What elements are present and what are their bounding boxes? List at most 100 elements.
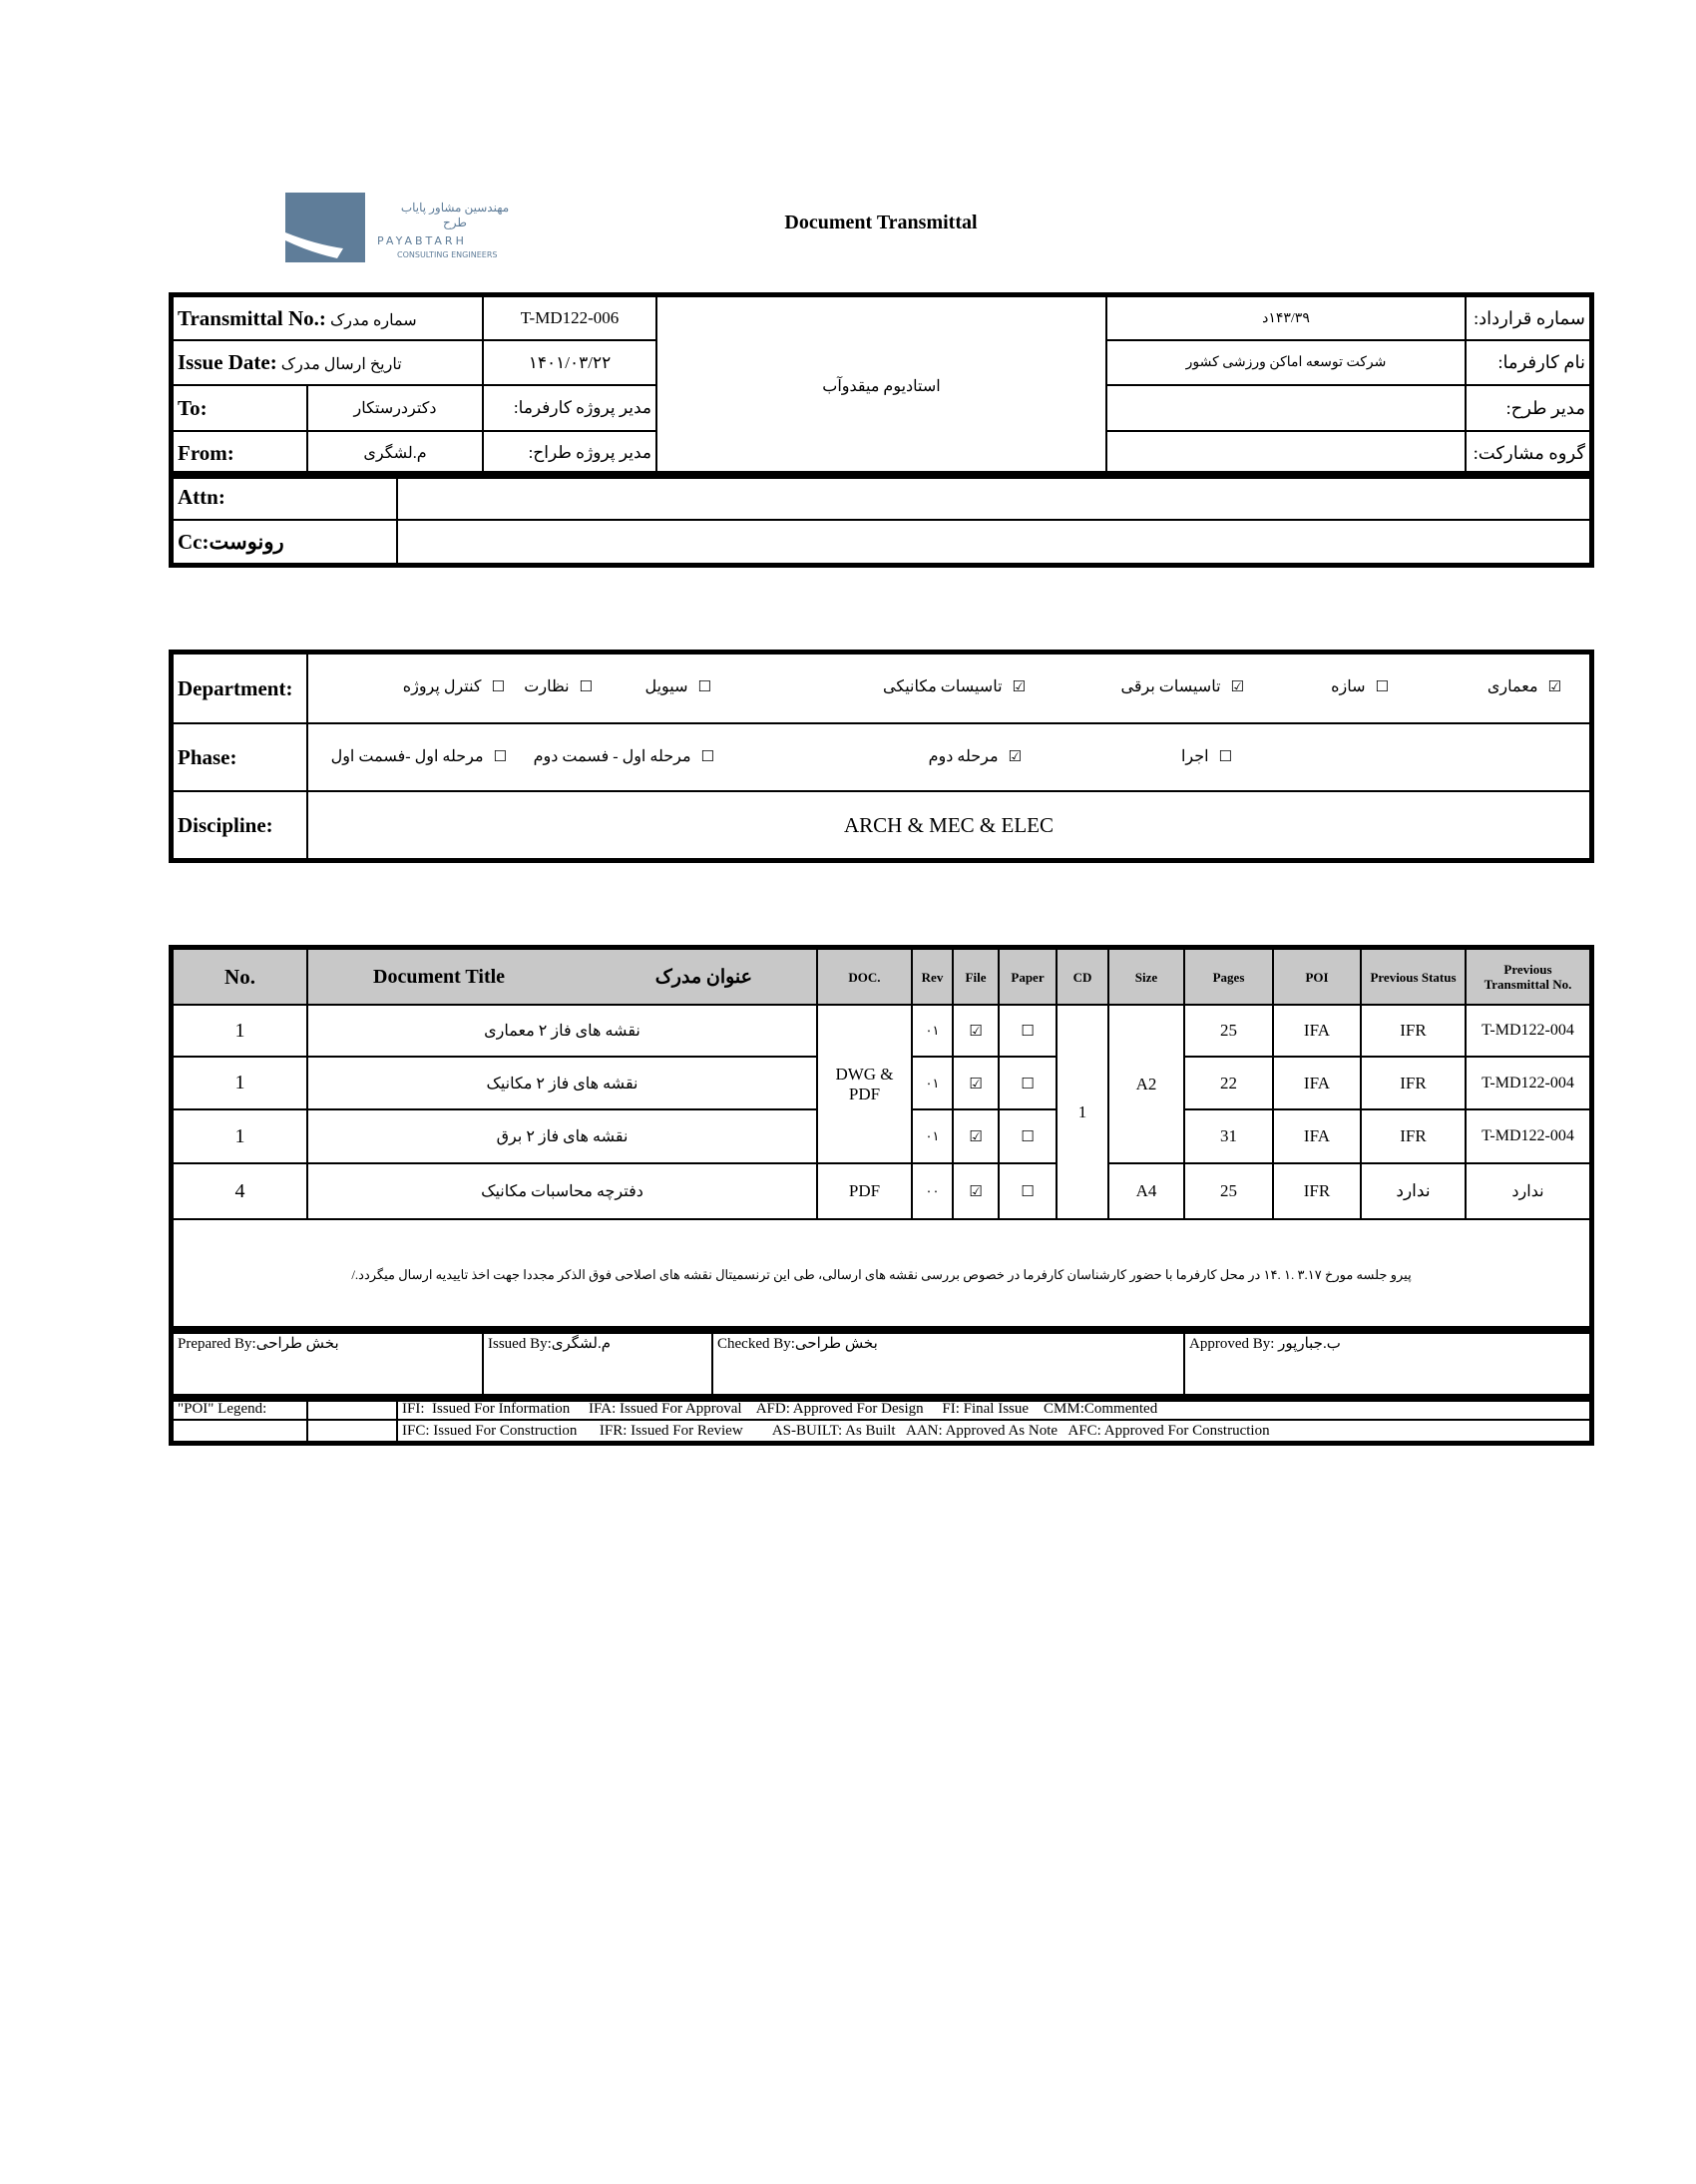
checkbox-icon[interactable]: ☐ [700,747,714,765]
file-checkbox-icon[interactable]: ☑ [952,1056,1000,1110]
logo-fa: مهندسین مشاور پایاب طرح [400,201,510,229]
documents-table: No. Document Title عنوان مدرک DOC. Rev Fi… [169,945,1594,1334]
paper-checkbox-icon[interactable]: ☐ [998,1004,1058,1058]
checkbox-icon[interactable]: ☐ [579,677,593,695]
row-cd: 1 [1056,1004,1109,1220]
attn-label: Attn: [172,474,398,521]
phase-option[interactable]: ☑ مرحله دوم [929,746,1022,766]
checkbox-checked-icon[interactable]: ☑ [1547,677,1561,695]
checkbox-icon[interactable]: ☐ [491,677,505,695]
logo-sub: CONSULTING ENGINEERS [397,250,498,259]
option-label: تاسیسات مکانیکی [883,678,1003,695]
row-prev-no: T-MD122-004 [1465,1108,1591,1164]
row-prev-status: ندارد [1360,1162,1467,1220]
legend-label: "POI" Legend: [172,1397,308,1421]
department-label: Department: [172,653,308,724]
contract-label: سماره قرارداد: [1465,295,1591,341]
table-row: 1 نقشه های فاز ۲ مکانیک ۰۱ ☑ ☐ 22 IFA IFR T-MD12… [172,1056,1591,1110]
row-poi: IFA [1272,1108,1362,1164]
row-rev: ۰۱ [911,1056,954,1110]
paper-checkbox-icon[interactable]: ☐ [998,1108,1058,1164]
checkbox-checked-icon[interactable]: ☑ [1230,677,1244,695]
checkbox-icon[interactable]: ☐ [1218,747,1232,765]
row-rev: ۰۱ [911,1004,954,1058]
designer-pm-label: مدیر پروژه طراح: [482,430,657,476]
row-poi: IFA [1272,1004,1362,1058]
transmittal-no: T-MD122-006 [482,295,657,341]
row-title: نقشه های فاز ۲ مکانیک [306,1056,818,1110]
row-prev-status: IFR [1360,1004,1467,1058]
department-option[interactable]: ☐ نظارت [524,676,593,696]
table-row: 1 نقشه های فاز ۲ برق ۰۱ ☑ ☐ 31 IFA IFR T-MD122-0… [172,1108,1591,1164]
approved-by: Approved By: ب.جبارپور [1183,1329,1591,1399]
header-table: Transmittal No.: سماره مدرک T-MD122-006 … [169,292,1594,479]
row-poi: IFA [1272,1056,1362,1110]
phase-option[interactable]: ☐ مرحله اول - فسمت دوم [534,746,714,766]
col-pages: Pages [1183,948,1274,1006]
project-name: استادیوم میقدوآب [655,295,1107,476]
row-prev-no: T-MD122-004 [1465,1056,1591,1110]
plan-manager-label: مدیر طرح: [1465,384,1591,432]
department-option[interactable]: ☐ کنترل پروژه [403,676,505,696]
row-pages: 25 [1183,1004,1274,1058]
checkbox-icon[interactable]: ☐ [1375,677,1389,695]
prepared-by: Prepared By:بخش طراحی [172,1329,484,1399]
contract-value: ۱۴۳/۳۹د [1105,295,1467,341]
row-no: 1 [172,1056,308,1110]
checkbox-checked-icon[interactable]: ☑ [1008,747,1022,765]
logo-mark-icon [285,193,365,262]
col-file: File [952,948,1000,1006]
company-logo: مهندسین مشاور پایاب طرح PAYABTARH CONSUL… [285,193,535,264]
option-label: سیویل [644,678,688,695]
department-option[interactable]: ☐ سازه [1331,676,1389,696]
department-option[interactable]: ☑ معماری [1487,676,1561,696]
checkbox-checked-icon[interactable]: ☑ [1012,677,1026,695]
issue-date: ۱۴۰۱/۰۳/۲۲ [482,339,657,386]
option-label: اجرا [1180,748,1209,765]
department-options: ☑ معماری ☐ سازه ☑ تاسیسات برقی ☑ تاسیسات مکانیک… [306,653,1591,724]
row-title: دفترچه محاسبات مکانیک [306,1162,818,1220]
col-size: Size [1107,948,1185,1006]
paper-checkbox-icon[interactable]: ☐ [998,1056,1058,1110]
option-label: مرحله اول - فسمت دوم [533,748,691,765]
row-prev-status: IFR [1360,1108,1467,1164]
paper-checkbox-icon[interactable]: ☐ [998,1162,1058,1220]
to-label: To: [172,384,308,432]
department-option[interactable]: ☐ سیویل [644,676,711,696]
file-checkbox-icon[interactable]: ☑ [952,1108,1000,1164]
row-rev: ۰۱ [911,1108,954,1164]
col-title: Document Title عنوان مدرک [306,948,818,1006]
row-prev-no: T-MD122-004 [1465,1004,1591,1058]
from-label: From: [172,430,308,476]
attn-value [396,474,1591,521]
option-label: کنترل پروژه [402,678,482,695]
phase-option[interactable]: ☐ اجرا [1181,746,1232,766]
checkbox-icon[interactable]: ☐ [697,677,711,695]
row-pages: 22 [1183,1056,1274,1110]
option-label: تاسیسات برقی [1120,678,1221,695]
department-option[interactable]: ☑ تاسیسات برقی [1121,676,1245,696]
row-title: نقشه های فاز ۲ معماری [306,1004,818,1058]
row-title: نقشه های فاز ۲ برق [306,1108,818,1164]
table-row: 4 دفترچه محاسبات مکانیک PDF ۰۰ ☑ ☐ A4 25 IFR ندار… [172,1162,1591,1220]
row-no: 4 [172,1162,308,1220]
file-checkbox-icon[interactable]: ☑ [952,1004,1000,1058]
department-option[interactable]: ☑ تاسیسات مکانیکی [883,676,1026,696]
classification-table: Department: ☑ معماری ☐ سازه ☑ تاسیسات برقی ☑ تاس… [169,650,1594,863]
file-checkbox-icon[interactable]: ☑ [952,1162,1000,1220]
attn-cc-table: Attn: Cc:رونوست [169,471,1594,568]
option-label: نظارت [524,678,570,695]
col-prev-status: Previous Status [1360,948,1467,1006]
option-label: سازه [1331,678,1366,695]
legend-line-1: IFI: Issued For Information IFA: Issued … [396,1397,1591,1421]
legend-table: "POI" Legend: IFI: Issued For Information… [169,1394,1594,1446]
checkbox-icon[interactable]: ☐ [493,747,507,765]
phase-label: Phase: [172,722,308,792]
phase-options: ☐ اجرا ☑ مرحله دوم ☐ مرحله اول - فسمت دوم ☐ مرح… [306,722,1591,792]
phase-option[interactable]: ☐ مرحله اول -فسمت اول [331,746,507,766]
partner-value [1105,430,1467,476]
issued-by: Issued By:م.لشگری [482,1329,713,1399]
col-paper: Paper [998,948,1058,1006]
client-pm-label: مدیر پروژه کارفرما: [482,384,657,432]
